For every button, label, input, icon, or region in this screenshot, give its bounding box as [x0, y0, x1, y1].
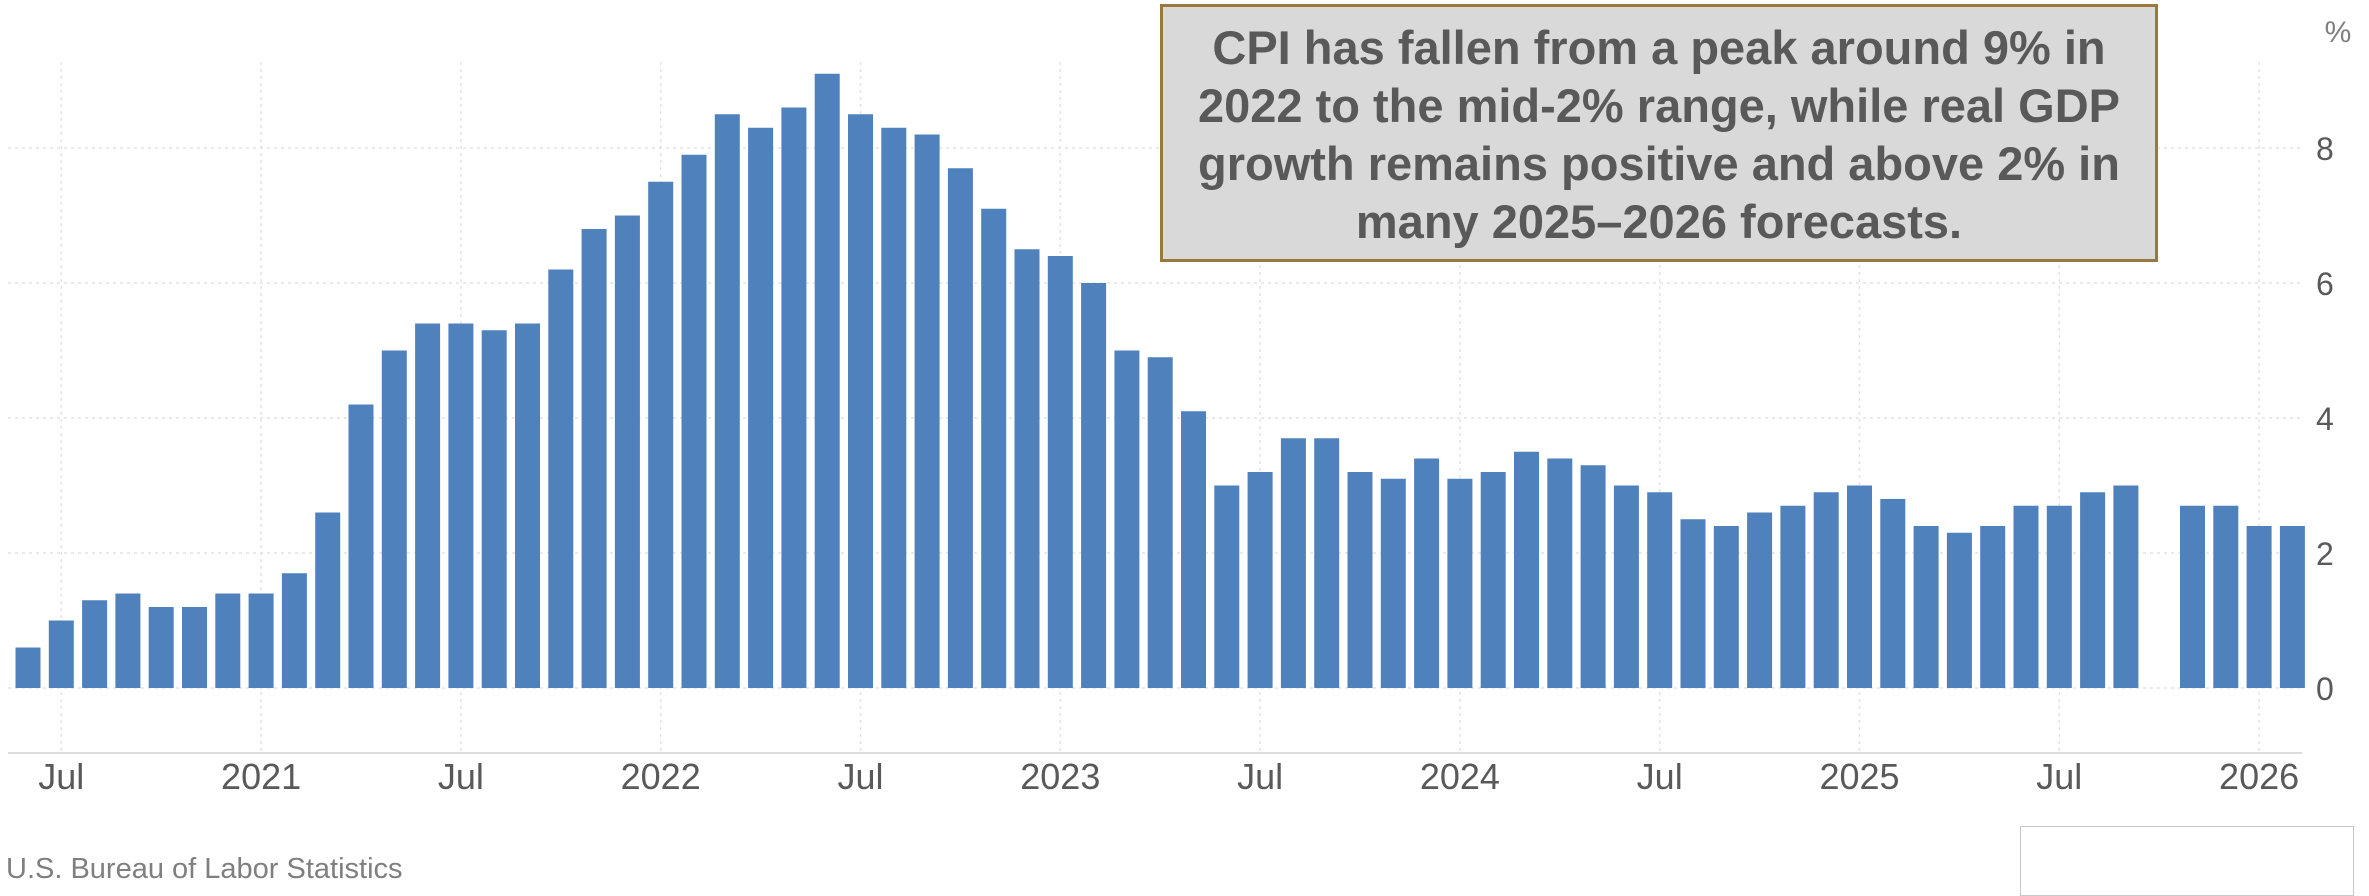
bar-2026-01 — [2246, 526, 2272, 688]
bar-2022-12 — [1014, 249, 1040, 688]
bar-2023-12 — [1414, 458, 1440, 688]
y-tick-label: 0 — [2316, 671, 2334, 707]
bar-2025-01 — [1847, 485, 1872, 688]
bar-2022-11 — [981, 208, 1007, 688]
bar-2022-08 — [881, 127, 907, 688]
bar-2021-01 — [248, 593, 274, 688]
bar-2025-04 — [1946, 532, 1972, 688]
bar-2025-07 — [2046, 505, 2072, 688]
bar-2025-03 — [1913, 526, 1939, 688]
annotation-box: CPI has fallen from a peak around 9% in … — [1160, 4, 2158, 262]
bar-2021-06 — [415, 323, 441, 688]
y-tick-label: 8 — [2316, 131, 2334, 167]
bar-2021-12 — [614, 215, 640, 688]
bar-2022-02 — [681, 154, 707, 688]
bar-2020-06 — [15, 647, 41, 688]
bar-2023-08 — [1280, 438, 1306, 688]
chart-controls-box — [2020, 826, 2354, 896]
bar-2023-10 — [1347, 472, 1373, 688]
bar-2023-02 — [1081, 283, 1107, 688]
bar-2024-12 — [1813, 492, 1839, 688]
bar-2026-02 — [2279, 526, 2305, 688]
bar-2023-11 — [1380, 478, 1406, 688]
bar-2020-09 — [115, 593, 141, 688]
bar-2022-06 — [814, 73, 840, 688]
bar-2021-05 — [381, 350, 407, 688]
bar-2023-05 — [1181, 411, 1206, 688]
y-tick-label: 6 — [2316, 266, 2334, 302]
bar-2021-10 — [548, 269, 574, 688]
bar-2024-05 — [1580, 465, 1606, 688]
bar-2024-06 — [1613, 485, 1639, 688]
bar-2023-09 — [1314, 438, 1340, 688]
bar-2020-12 — [215, 593, 241, 688]
annotation-text: CPI has fallen from a peak around 9% in … — [1197, 21, 2120, 248]
source-label: U.S. Bureau of Labor Statistics — [6, 853, 403, 885]
x-tick-label: Jul — [1237, 756, 1283, 797]
bar-2023-07 — [1247, 472, 1273, 688]
bar-2020-11 — [182, 607, 207, 688]
bar-2022-05 — [781, 107, 807, 688]
bar-2021-04 — [348, 404, 374, 688]
bar-2021-02 — [281, 573, 307, 688]
bar-2024-03 — [1514, 451, 1539, 688]
bar-2022-03 — [714, 114, 740, 688]
x-tick-label: 2022 — [621, 756, 701, 797]
x-tick-label: 2023 — [1020, 756, 1100, 797]
axes: 0 2 4 6 8 Jul 2021 Jul 2022 Jul 2023 Jul 2024 Jul 2025… — [8, 16, 2351, 797]
bar-2020-10 — [148, 607, 174, 688]
bar-2022-04 — [748, 127, 774, 688]
x-tick-label: 2021 — [221, 756, 301, 797]
bar-2025-11 — [2180, 505, 2205, 688]
x-tick-label: Jul — [1637, 756, 1683, 797]
x-tick-label: 2026 — [2219, 756, 2299, 797]
bar-series — [15, 73, 2305, 688]
bar-2022-07 — [848, 114, 873, 688]
y-tick-label: 4 — [2316, 401, 2334, 437]
bar-2024-08 — [1680, 519, 1706, 688]
bar-2020-08 — [82, 600, 108, 688]
bar-2021-11 — [581, 229, 607, 688]
x-tick-label: Jul — [837, 756, 883, 797]
bar-2023-03 — [1114, 350, 1140, 688]
x-tick-label: Jul — [2036, 756, 2082, 797]
bar-2021-08 — [481, 330, 507, 688]
bar-2021-03 — [315, 512, 341, 688]
bar-2025-12 — [2213, 505, 2239, 688]
bar-2024-09 — [1713, 526, 1739, 688]
bar-2024-07 — [1647, 492, 1673, 688]
bar-2022-01 — [648, 181, 674, 688]
x-tick-label: Jul — [438, 756, 484, 797]
bar-2024-10 — [1747, 512, 1773, 688]
bar-2024-04 — [1547, 458, 1573, 688]
y-tick-label: 2 — [2316, 536, 2334, 572]
bar-2022-10 — [947, 168, 973, 688]
x-tick-label: 2024 — [1420, 756, 1500, 797]
bar-2023-04 — [1147, 357, 1173, 688]
y-axis-unit-label: % — [2325, 16, 2352, 49]
bar-2025-08 — [2080, 492, 2106, 688]
bar-2023-06 — [1214, 485, 1240, 688]
bar-2025-02 — [1880, 499, 1906, 688]
x-tick-label: Jul — [38, 756, 84, 797]
bar-2021-07 — [448, 323, 474, 688]
bar-2025-05 — [1980, 526, 2006, 688]
bar-2024-11 — [1780, 505, 1806, 688]
bar-2021-09 — [515, 323, 540, 688]
bar-2024-02 — [1480, 472, 1506, 688]
bar-2020-07 — [48, 620, 74, 688]
bar-2025-06 — [2013, 505, 2039, 688]
bar-2025-09 — [2113, 485, 2139, 688]
bar-2024-01 — [1447, 478, 1473, 688]
bar-2023-01 — [1047, 256, 1073, 688]
bar-2022-09 — [914, 134, 940, 688]
x-tick-label: 2025 — [1819, 756, 1899, 797]
